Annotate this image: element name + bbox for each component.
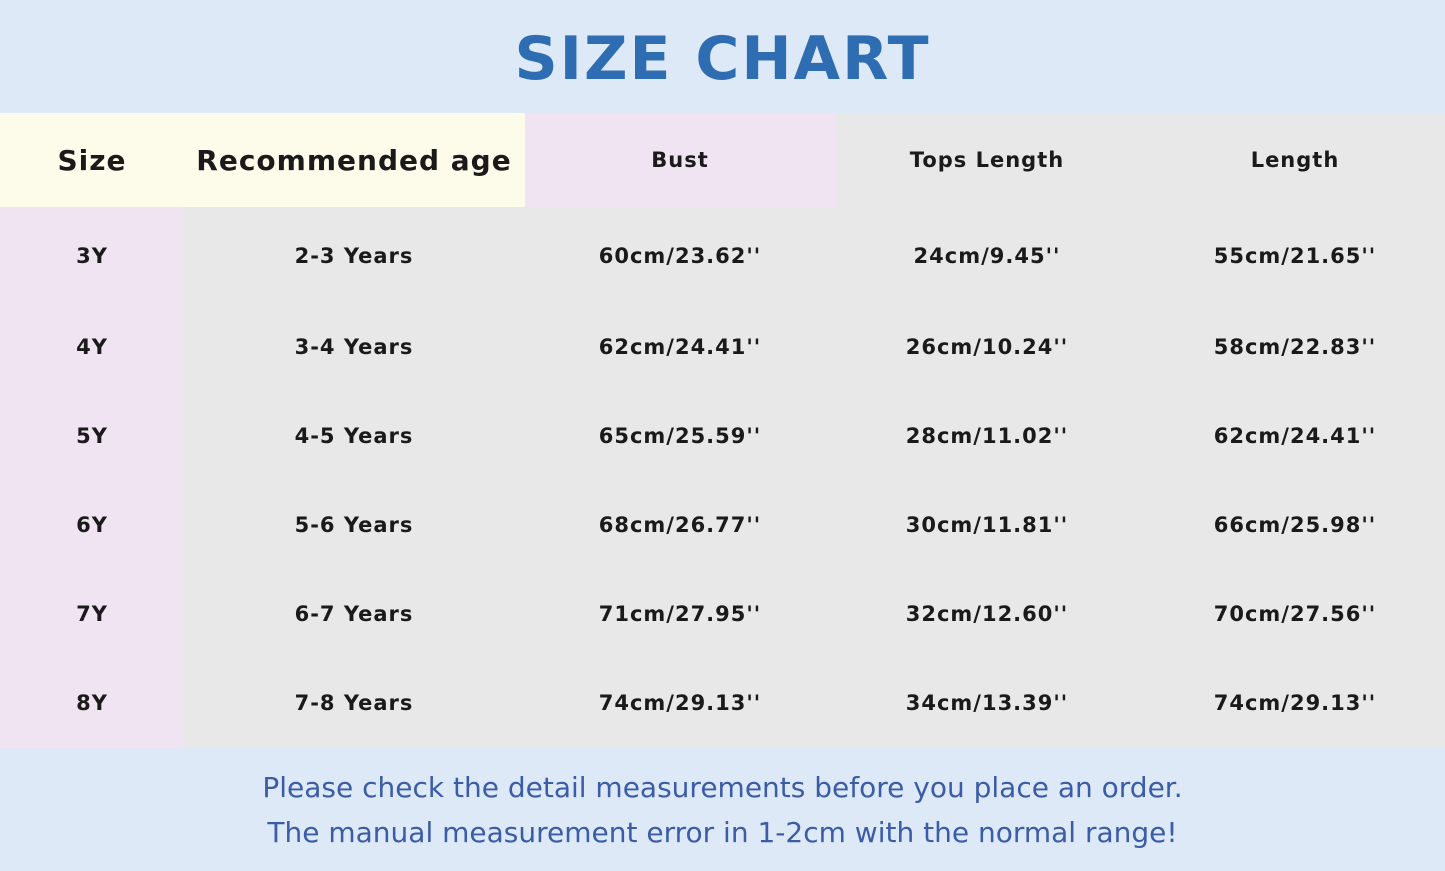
footer-line-1: Please check the detail measurements bef… (262, 770, 1183, 804)
table-cell: 8Y (76, 691, 108, 715)
column-header: Bust (651, 148, 709, 172)
table-cell: 7Y (76, 602, 108, 626)
table-cell: 24cm/9.45'' (913, 244, 1061, 268)
table-cell: 62cm/24.41'' (598, 335, 762, 359)
table-cell: 71cm/27.95'' (598, 602, 762, 626)
table-cell: 32cm/12.60'' (905, 602, 1069, 626)
table-cell: 5-6 Years (294, 513, 414, 537)
table-cell: 62cm/24.41'' (1213, 424, 1377, 448)
table-cell: 68cm/26.77'' (598, 513, 762, 537)
table-cell: 6Y (76, 513, 108, 537)
table-cell: 28cm/11.02'' (905, 424, 1069, 448)
footer-line-2: The manual measurement error in 1-2cm wi… (267, 815, 1178, 849)
table-cell: 5Y (76, 424, 108, 448)
column-header: Tops Length (909, 148, 1065, 172)
column-header: Length (1250, 148, 1340, 172)
table-cell: 34cm/13.39'' (905, 691, 1069, 715)
table-cell: 4-5 Years (294, 424, 414, 448)
page-title: SIZE CHART (514, 23, 931, 94)
table-cell: 3Y (76, 244, 108, 268)
table-cell: 65cm/25.59'' (598, 424, 762, 448)
table-cell: 60cm/23.62'' (598, 244, 762, 268)
table-cell: 7-8 Years (294, 691, 414, 715)
footer-note: Please check the detail measurements bef… (0, 748, 1445, 871)
table-cell: 74cm/29.13'' (1213, 691, 1377, 715)
column-header: Size (57, 143, 127, 177)
size-column-bg (0, 207, 183, 748)
table-cell: 58cm/22.83'' (1213, 335, 1377, 359)
header-bg-cream (0, 113, 525, 207)
title-band: SIZE CHART (0, 0, 1445, 113)
table-cell: 26cm/10.24'' (905, 335, 1069, 359)
table-cell: 30cm/11.81'' (905, 513, 1069, 537)
table-cell: 74cm/29.13'' (598, 691, 762, 715)
table-cell: 6-7 Years (294, 602, 414, 626)
table-cell: 3-4 Years (294, 335, 414, 359)
header-bg-pink (525, 113, 835, 207)
table-cell: 2-3 Years (294, 244, 414, 268)
table-cell: 70cm/27.56'' (1213, 602, 1377, 626)
table-cell: 4Y (76, 335, 108, 359)
table-cell: 55cm/21.65'' (1213, 244, 1377, 268)
column-header: Recommended age (196, 143, 512, 177)
table-cell: 66cm/25.98'' (1213, 513, 1377, 537)
